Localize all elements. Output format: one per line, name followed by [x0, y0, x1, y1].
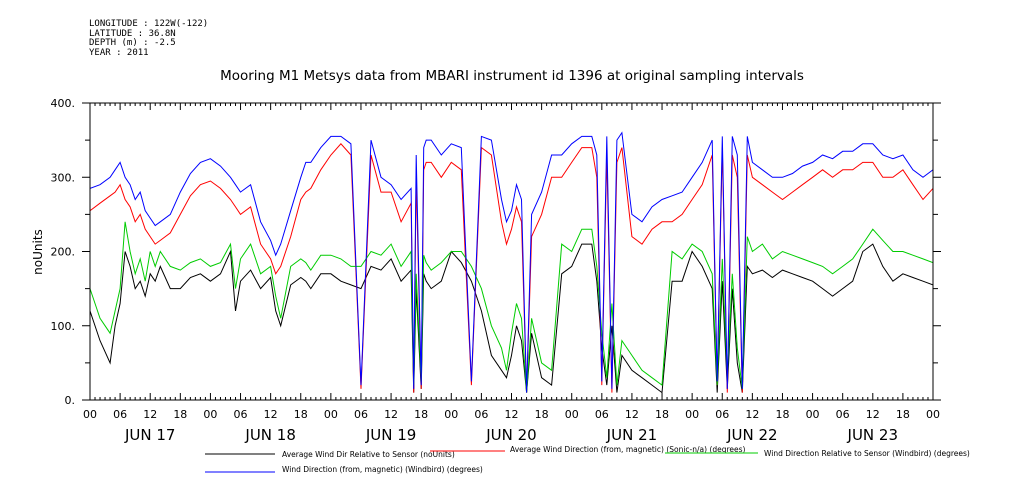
x-tick-label: 06 [595, 408, 609, 421]
y-tick-label: 0. [65, 394, 76, 407]
y-tick-label: 300. [51, 171, 76, 184]
x-tick-label: 06 [836, 408, 850, 421]
x-tick-label: 18 [173, 408, 187, 421]
x-tick-label: 00 [565, 408, 579, 421]
x-tick-label: 12 [264, 408, 278, 421]
chart-title: Mooring M1 Metsys data from MBARI instru… [220, 68, 804, 84]
x-tick-label: 12 [866, 408, 880, 421]
day-label: JUN 17 [124, 426, 175, 444]
depth-text: DEPTH (m) : -2.5 [89, 38, 176, 48]
x-tick-label: 00 [926, 408, 940, 421]
metadata-block: LONGITUDE : 122W(-122) LATITUDE : 36.8N DE… [89, 19, 209, 58]
legend-label-3: Wind Direction Relative to Sensor (Windb… [764, 449, 970, 458]
y-axis-label: noUnits [31, 229, 45, 275]
longitude-text: LONGITUDE : 122W(-122) [89, 19, 209, 29]
x-tick-label: 06 [354, 408, 368, 421]
x-tick-label: 06 [113, 408, 127, 421]
day-label: JUN 23 [847, 426, 898, 444]
x-tick-label: 12 [745, 408, 759, 421]
x-tick-label: 18 [775, 408, 789, 421]
x-tick-label: 12 [143, 408, 157, 421]
x-tick-label: 00 [685, 408, 699, 421]
series-line-4 [90, 131, 933, 393]
x-tick-label: 12 [384, 408, 398, 421]
x-tick-label: 06 [715, 408, 729, 421]
axes-layer: 00 06 12 18 00 06 12 18 00 06 12 18 00 06 12 18 00 06 12 18… [51, 97, 941, 444]
x-tick-label: 18 [414, 408, 428, 421]
x-tick-label: 00 [83, 408, 97, 421]
series-line-1 [90, 243, 933, 394]
x-tick-label: 06 [234, 408, 248, 421]
legend: Average Wind Dir Relative to Sensor (noU… [205, 445, 970, 474]
x-tick-label: 18 [655, 408, 669, 421]
x-tick-label: 12 [505, 408, 519, 421]
year-text: YEAR : 2011 [89, 47, 149, 58]
latitude-text: LATITUDE : 36.8N [89, 28, 176, 39]
x-tick-label: 18 [896, 408, 910, 421]
day-label: JUN 21 [606, 426, 657, 444]
day-label: JUN 20 [485, 426, 536, 444]
x-tick-label: 18 [294, 408, 308, 421]
day-label: JUN 22 [726, 426, 777, 444]
x-tick-label: 00 [444, 408, 458, 421]
x-tick-label: 06 [474, 408, 488, 421]
legend-label-4: Wind Direction (from, magnetic) (Windbir… [282, 465, 483, 474]
x-tick-label: 12 [625, 408, 639, 421]
y-tick-label: 200. [51, 246, 76, 259]
x-tick-label: 18 [535, 408, 549, 421]
x-tick-label: 00 [806, 408, 820, 421]
y-tick-label: 400. [51, 97, 76, 110]
day-label: JUN 18 [244, 426, 295, 444]
legend-label-2: Average Wind Direction (from, magnetic) … [510, 445, 746, 454]
x-tick-label: 00 [203, 408, 217, 421]
day-label: JUN 19 [365, 426, 416, 444]
x-tick-label: 00 [324, 408, 338, 421]
legend-label-1: Average Wind Dir Relative to Sensor (noU… [282, 450, 455, 459]
series-line-2 [90, 143, 933, 393]
y-tick-label: 100. [51, 320, 76, 333]
series-layer [90, 131, 933, 394]
series-line-3 [90, 221, 933, 393]
